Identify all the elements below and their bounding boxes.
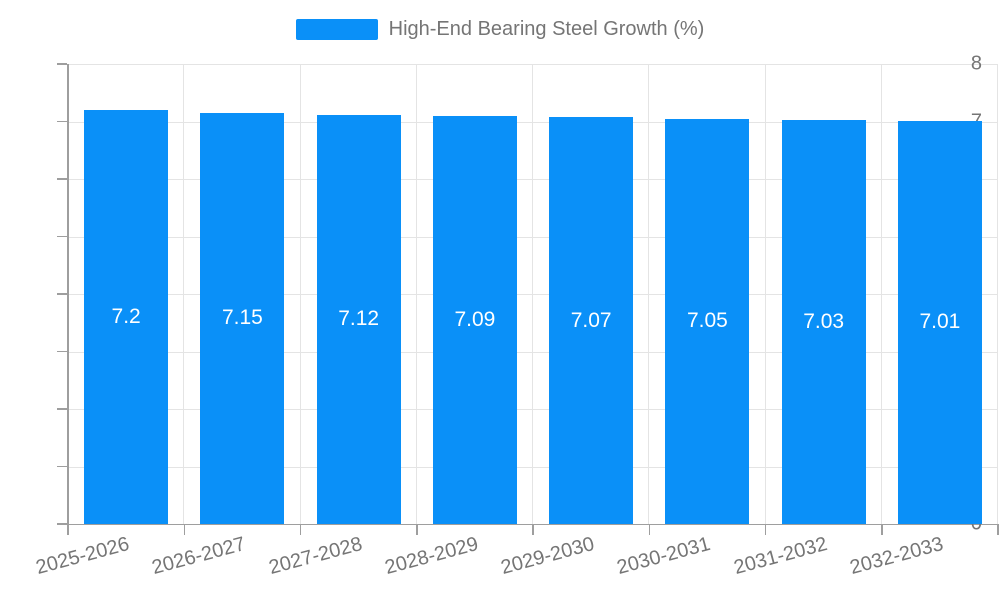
bar-2030-2031[interactable]: 7.05 (665, 118, 750, 524)
h-gridline (68, 121, 998, 123)
x-tick-label: 2032-2033 (847, 533, 946, 580)
bar-2026-2027[interactable]: 7.15 (200, 112, 285, 524)
bar-value-label: 7.15 (221, 306, 263, 330)
h-gridline (68, 64, 998, 65)
h-gridline (68, 466, 998, 468)
x-tick-label: 2026-2027 (149, 533, 249, 580)
x-tick-label: 2025-2026 (33, 533, 132, 580)
v-gridline (880, 64, 882, 524)
bars-layer: 7.2 7.15 7.12 7.09 7.07 7.05 7.03 7.01 (68, 64, 998, 524)
bar-value-label: 7.05 (686, 309, 728, 333)
x-tick-label: 2029-2030 (498, 533, 597, 580)
bar-value-label: 7.12 (338, 307, 380, 331)
bar-2031-2032[interactable]: 7.03 (781, 119, 866, 524)
gridlines-layer (68, 64, 998, 524)
x-tick-label: 2028-2029 (382, 533, 481, 580)
y-tick-mark (57, 523, 67, 525)
y-axis-line (67, 64, 69, 524)
x-tick-mark (67, 524, 69, 535)
legend-swatch (295, 19, 378, 40)
legend-item[interactable]: High-End Bearing Steel Growth (%) (0, 19, 1000, 40)
v-gridline (532, 64, 533, 524)
legend-label: High-End Bearing Steel Growth (%) (388, 18, 705, 40)
y-tick-mark (57, 235, 67, 238)
y-tick-mark (57, 293, 67, 295)
bar-value-label: 7.07 (570, 308, 612, 332)
bar-value-label: 7.03 (803, 309, 845, 333)
bar-2025-2026[interactable]: 7.2 (84, 110, 169, 524)
h-gridline (68, 236, 998, 238)
bar-value-label: 7.2 (111, 305, 141, 328)
v-gridline (183, 64, 185, 524)
h-gridline (68, 409, 998, 410)
bar-2027-2028[interactable]: 7.12 (316, 114, 401, 524)
y-tick-mark (57, 465, 67, 468)
y-tick-mark (57, 63, 67, 65)
v-gridline (299, 64, 301, 524)
bar-2028-2029[interactable]: 7.09 (432, 116, 517, 524)
y-tick-mark (57, 178, 67, 180)
h-gridline (68, 294, 998, 295)
x-tick-label: 2027-2028 (266, 533, 365, 580)
v-gridline (415, 64, 417, 524)
y-tick-label: 8 (970, 52, 982, 75)
x-tick-mark (881, 524, 883, 535)
bar-value-label: 7.09 (454, 308, 496, 332)
plot-area: 012345678 7.27.157.127.097.077.057.037.0… (34, 53, 999, 579)
v-gridline (764, 64, 766, 524)
h-gridline (68, 351, 998, 353)
y-tick-mark (57, 350, 67, 353)
x-tick-label: 2031-2032 (731, 533, 830, 580)
h-gridline (68, 179, 998, 180)
y-tick-mark (57, 408, 67, 410)
x-tick-mark (416, 524, 418, 535)
x-axis-labels: 2025-2026 2026-2027 2027-2028 2028-2029 2029… (34, 524, 998, 600)
y-tick-mark (57, 120, 67, 123)
x-tick-label: 2030-2031 (614, 533, 714, 580)
bar-2029-2030[interactable]: 7.07 (549, 117, 634, 524)
x-tick-mark (997, 524, 999, 535)
bar-2032-2033[interactable]: 7.01 (897, 120, 982, 524)
x-tick-mark (183, 524, 185, 535)
v-gridline (648, 64, 650, 524)
x-tick-mark (764, 524, 767, 535)
bar-value-label: 7.01 (919, 310, 961, 334)
x-tick-mark (299, 524, 302, 535)
v-gridline (997, 64, 998, 524)
x-tick-mark (532, 524, 534, 535)
x-tick-mark (648, 524, 650, 535)
